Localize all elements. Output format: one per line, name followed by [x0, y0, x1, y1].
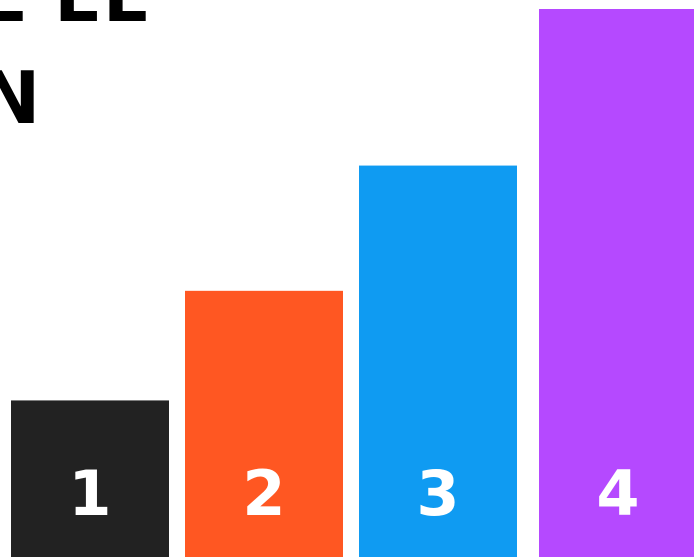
heading-line-1: E EL: [0, 0, 149, 32]
bar-4: [539, 9, 694, 557]
bar-label-1: 1: [68, 457, 111, 530]
bar-label-3: 3: [416, 457, 459, 530]
bar-label-4: 4: [596, 457, 639, 530]
heading-line-2: N: [0, 56, 42, 140]
bar-2: [185, 290, 343, 557]
bar-label-2: 2: [242, 457, 285, 530]
bar-1: [11, 400, 169, 557]
bar-3: [359, 165, 517, 558]
